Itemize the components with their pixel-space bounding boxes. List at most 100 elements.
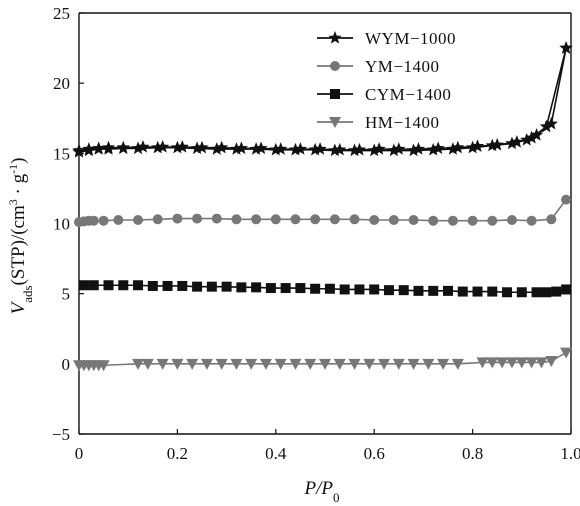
legend-item-2: CYM−1400 xyxy=(317,85,451,104)
y-axis-title-mid: · g xyxy=(8,173,29,199)
x-tick-label: 0.8 xyxy=(462,444,483,463)
data-point xyxy=(392,358,405,370)
data-point xyxy=(245,358,258,370)
y-axis-title-v: V xyxy=(8,300,29,314)
data-point xyxy=(422,358,435,370)
legend-item-1: YM−1400 xyxy=(317,57,439,76)
data-point xyxy=(324,283,335,294)
data-point xyxy=(526,215,537,226)
data-point xyxy=(363,358,376,370)
data-point xyxy=(372,142,386,155)
data-point xyxy=(561,284,572,295)
legend-item-3: HM−1400 xyxy=(317,113,439,132)
data-point xyxy=(352,142,367,156)
data-point xyxy=(152,214,163,225)
data-point xyxy=(354,284,365,295)
data-point xyxy=(476,357,489,369)
data-point xyxy=(72,143,86,157)
data-point xyxy=(88,280,99,291)
data-point xyxy=(265,283,276,294)
data-point xyxy=(535,357,548,369)
y-axis-title: Vads(STP)/(cm3 · g-1) xyxy=(6,158,35,315)
data-point xyxy=(516,287,527,298)
data-point xyxy=(215,358,228,370)
data-point xyxy=(431,141,445,155)
data-point xyxy=(487,286,498,297)
legend: WYM−1000 YM−1400 CYM−1400 HM−1400 xyxy=(317,29,456,132)
legend-marker xyxy=(328,31,342,44)
data-point xyxy=(82,142,96,155)
data-point xyxy=(411,142,426,155)
data-point xyxy=(133,214,144,225)
legend-marker xyxy=(330,89,340,99)
data-point xyxy=(118,280,129,291)
data-point xyxy=(502,287,513,298)
data-point xyxy=(186,358,199,370)
data-point xyxy=(544,116,558,130)
data-point xyxy=(546,214,557,225)
data-point xyxy=(487,215,498,226)
data-point xyxy=(388,214,399,225)
data-point xyxy=(113,214,124,225)
data-point xyxy=(329,214,340,225)
y-tick-label: 0 xyxy=(62,355,71,374)
series-group xyxy=(72,41,573,372)
data-point xyxy=(280,283,291,294)
series-1 xyxy=(74,194,572,228)
data-point xyxy=(147,280,158,291)
data-point xyxy=(251,282,262,293)
data-point xyxy=(259,358,272,370)
data-point xyxy=(92,141,106,155)
data-point xyxy=(231,214,242,225)
data-point xyxy=(541,287,552,298)
data-point xyxy=(251,214,262,225)
data-point xyxy=(254,141,268,155)
data-point xyxy=(506,214,517,225)
data-point xyxy=(221,281,232,292)
data-point xyxy=(101,140,116,154)
data-point xyxy=(192,281,203,292)
data-point xyxy=(175,140,189,153)
data-point xyxy=(392,142,406,155)
data-point xyxy=(524,130,539,144)
data-point xyxy=(304,358,317,370)
data-point xyxy=(171,358,184,370)
data-point xyxy=(428,215,439,226)
data-point xyxy=(451,358,464,370)
data-point xyxy=(525,357,538,369)
legend-label: YM−1400 xyxy=(365,57,439,76)
y-axis-title-sub: ads xyxy=(20,285,35,302)
y-tick-label: 15 xyxy=(53,144,70,163)
data-point xyxy=(215,140,229,154)
legend-label: WYM−1000 xyxy=(365,29,456,48)
data-point xyxy=(447,215,458,226)
data-point xyxy=(496,357,509,369)
series-3 xyxy=(73,347,573,372)
data-point xyxy=(457,286,468,297)
data-point xyxy=(195,140,209,154)
data-point xyxy=(505,357,518,369)
data-point xyxy=(103,280,114,291)
data-point xyxy=(98,215,109,226)
data-point xyxy=(545,356,558,368)
data-point xyxy=(234,141,249,155)
data-point xyxy=(470,139,485,152)
data-point xyxy=(319,358,331,370)
data-point xyxy=(293,142,308,155)
data-point xyxy=(472,286,483,297)
y-axis-title-rest: (STP)/(cm xyxy=(8,205,29,285)
y-tick-label: 25 xyxy=(53,4,70,23)
data-point xyxy=(467,215,478,226)
data-point xyxy=(333,142,347,156)
data-point xyxy=(88,215,99,226)
data-point xyxy=(443,285,453,296)
y-tick-label: 10 xyxy=(53,215,70,234)
data-point xyxy=(172,213,183,224)
data-point xyxy=(515,357,528,369)
data-point xyxy=(211,213,222,224)
series-line xyxy=(78,47,567,152)
data-point xyxy=(561,194,572,205)
data-point xyxy=(200,358,213,370)
y-tick-label: −5 xyxy=(52,425,70,444)
